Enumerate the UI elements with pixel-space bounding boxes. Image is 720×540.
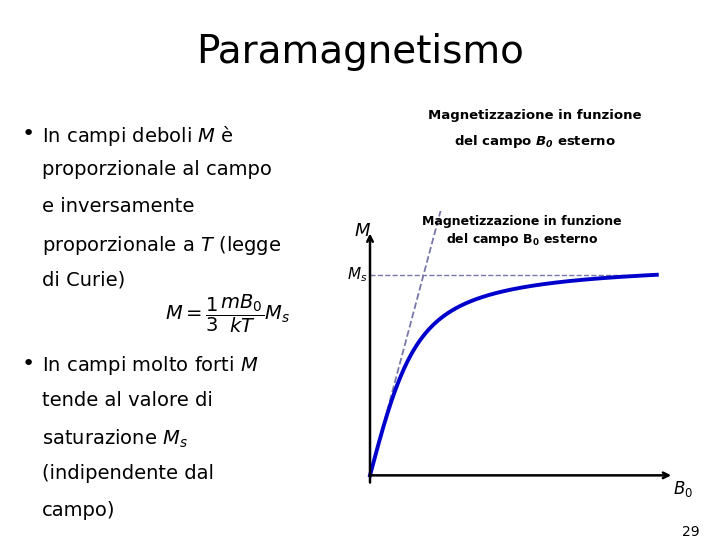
Text: $M = \dfrac{1}{3}\dfrac{mB_0}{kT}M_s$: $M = \dfrac{1}{3}\dfrac{mB_0}{kT}M_s$ bbox=[165, 293, 290, 335]
Text: e inversamente: e inversamente bbox=[42, 197, 194, 216]
Text: In campi molto forti $M$: In campi molto forti $M$ bbox=[42, 354, 258, 377]
Text: 29: 29 bbox=[683, 525, 700, 539]
Text: di Curie): di Curie) bbox=[42, 271, 125, 290]
Text: In campi deboli $M$ è: In campi deboli $M$ è bbox=[42, 124, 234, 147]
Text: proporzionale al campo: proporzionale al campo bbox=[42, 160, 272, 179]
Text: Magnetizzazione in funzione: Magnetizzazione in funzione bbox=[428, 109, 642, 122]
Text: del campo $\bfit{B}_0$ esterno: del campo $\bfit{B}_0$ esterno bbox=[454, 133, 616, 150]
Text: campo): campo) bbox=[42, 501, 115, 520]
Text: $M$: $M$ bbox=[354, 221, 372, 240]
Text: (indipendente dal: (indipendente dal bbox=[42, 464, 214, 483]
Text: •: • bbox=[22, 124, 35, 144]
Text: Paramagnetismo: Paramagnetismo bbox=[196, 33, 524, 71]
Text: $M_s$: $M_s$ bbox=[347, 266, 367, 284]
Text: $B_0$: $B_0$ bbox=[672, 480, 693, 500]
Text: del campo $\mathbf{B_0}$ esterno: del campo $\mathbf{B_0}$ esterno bbox=[446, 231, 598, 248]
Text: •: • bbox=[22, 354, 35, 374]
Text: tende al valore di: tende al valore di bbox=[42, 391, 213, 410]
Text: proporzionale a $T$ (legge: proporzionale a $T$ (legge bbox=[42, 234, 282, 257]
Text: Magnetizzazione in funzione: Magnetizzazione in funzione bbox=[422, 214, 622, 228]
Text: saturazione $M_s$: saturazione $M_s$ bbox=[42, 428, 188, 450]
